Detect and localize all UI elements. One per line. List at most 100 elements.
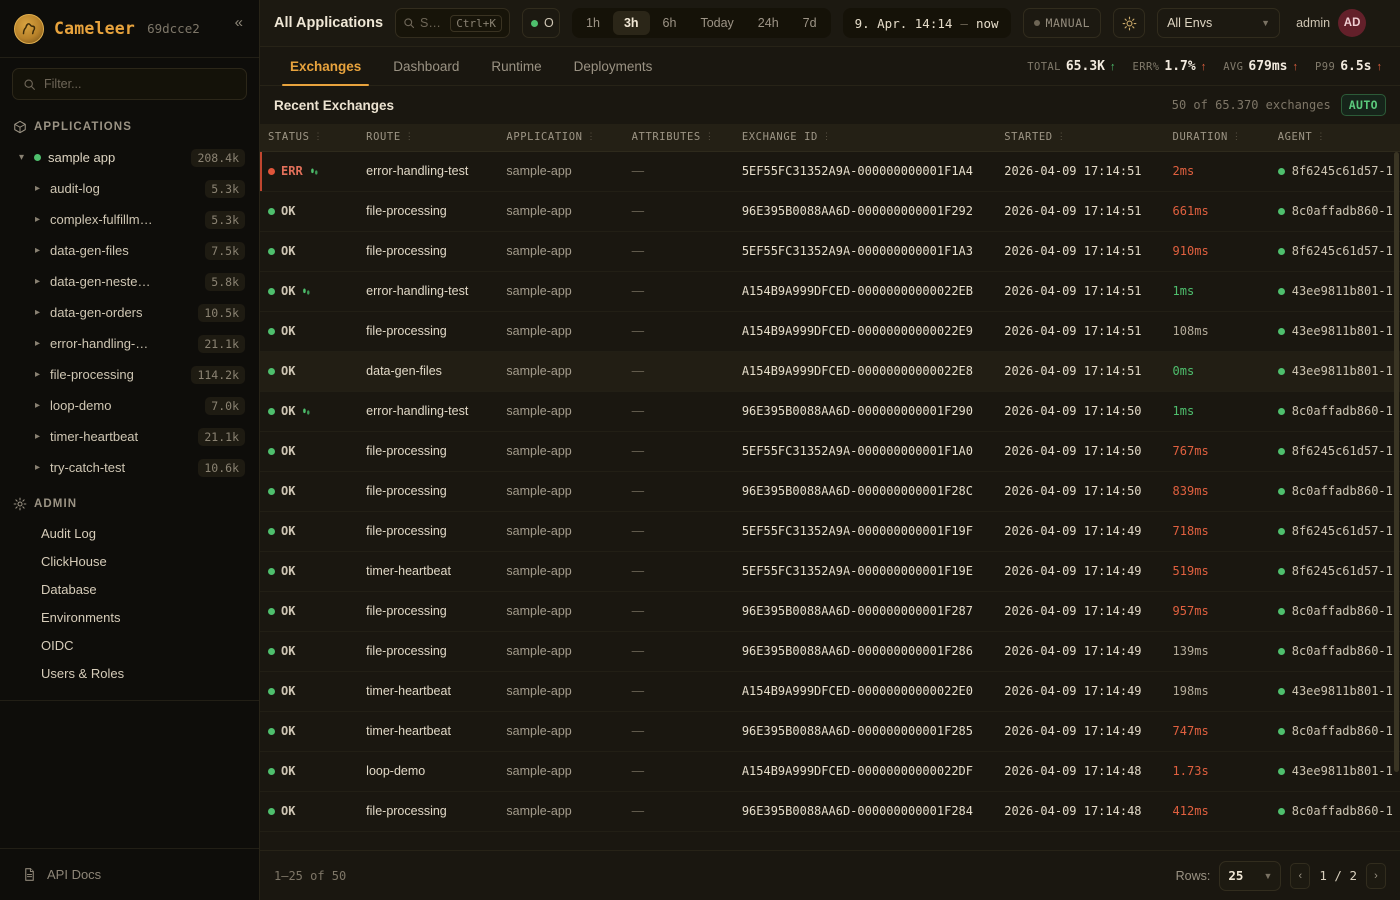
column-header-status[interactable]: STATUS ⋮	[260, 124, 359, 152]
cell-route[interactable]: file-processing	[358, 591, 498, 631]
cell-route[interactable]: loop-demo	[358, 751, 498, 791]
table-row[interactable]: OK loop-demo sample-app — A154B9A999DFCED-00…	[260, 751, 1400, 791]
admin-link-oidc[interactable]: OIDC	[41, 638, 74, 653]
table-row[interactable]: OK file-processing sample-app — 96E395B0088A…	[260, 191, 1400, 231]
vertical-scrollbar[interactable]	[1394, 152, 1399, 772]
cell-exchange-id[interactable]: 96E395B0088AA6D-000000000001F290	[734, 391, 996, 431]
cell-route[interactable]: error-handling-test	[358, 391, 498, 431]
rows-per-page-select[interactable]: 25 ▼	[1219, 860, 1282, 891]
theme-toggle-button[interactable]	[1113, 8, 1146, 38]
table-row[interactable]: OK file-processing sample-app — 5EF55FC31352…	[260, 231, 1400, 271]
table-row[interactable]: OK file-processing sample-app — 96E395B0088A…	[260, 631, 1400, 671]
cell-route[interactable]: data-gen-files	[358, 351, 498, 391]
table-row[interactable]: OK timer-heartbeat sample-app — 5EF55FC31352…	[260, 551, 1400, 591]
cell-route[interactable]: file-processing	[358, 191, 498, 231]
admin-link-users-roles[interactable]: Users & Roles	[41, 666, 125, 681]
table-row[interactable]: OK data-gen-files sample-app — A154B9A999DFC…	[260, 351, 1400, 391]
cell-route[interactable]: file-processing	[358, 311, 498, 351]
trace-footprints-icon[interactable]	[301, 286, 312, 297]
cell-exchange-id[interactable]: 5EF55FC31352A9A-000000000001F19F	[734, 511, 996, 551]
cell-exchange-id[interactable]: 96E395B0088AA6D-000000000001F286	[734, 631, 996, 671]
refresh-mode-button[interactable]: MANUAL	[1022, 8, 1102, 38]
table-row[interactable]: OK file-processing sample-app — 96E395B0088A…	[260, 591, 1400, 631]
column-header-application[interactable]: APPLICATION ⋮	[498, 124, 624, 152]
admin-link-audit-log[interactable]: Audit Log	[41, 526, 96, 541]
table-row[interactable]: OK file-processing sample-app — 5EF55FC31352…	[260, 431, 1400, 471]
cell-route[interactable]: file-processing	[358, 511, 498, 551]
cell-route[interactable]: error-handling-test	[358, 271, 498, 311]
range-button-24h[interactable]: 24h	[757, 16, 779, 30]
admin-link-database[interactable]: Database	[41, 582, 97, 597]
table-row[interactable]: OK file-processing sample-app — A154B9A999DF…	[260, 311, 1400, 351]
sidebar-route-item[interactable]: ▸ timer-heartbeat 21.1k	[8, 421, 251, 452]
cell-exchange-id[interactable]: 5EF55FC31352A9A-000000000001F1A0	[734, 431, 996, 471]
trace-footprints-icon[interactable]	[309, 166, 320, 177]
tab-runtime[interactable]: Runtime	[491, 58, 542, 74]
table-row[interactable]: OK file-processing sample-app — 96E395B0088A…	[260, 471, 1400, 511]
cell-route[interactable]: error-handling-test	[358, 151, 498, 191]
cell-exchange-id[interactable]: A154B9A999DFCED-00000000000022DF	[734, 751, 996, 791]
avatar[interactable]: AD	[1338, 9, 1367, 37]
cell-exchange-id[interactable]: 96E395B0088AA6D-000000000001F285	[734, 711, 996, 751]
cell-exchange-id[interactable]: 5EF55FC31352A9A-000000000001F1A3	[734, 231, 996, 271]
range-button-6h[interactable]: 6h	[662, 16, 677, 30]
cell-exchange-id[interactable]: 5EF55FC31352A9A-000000000001F19E	[734, 551, 996, 591]
sidebar-route-item[interactable]: ▸ error-handling-… 21.1k	[8, 328, 251, 359]
filter-input[interactable]	[44, 77, 236, 91]
cell-exchange-id[interactable]: A154B9A999DFCED-00000000000022E8	[734, 351, 996, 391]
tab-exchanges[interactable]: Exchanges	[274, 47, 377, 86]
cell-route[interactable]: timer-heartbeat	[358, 671, 498, 711]
column-header-duration[interactable]: DURATION ⋮	[1164, 124, 1270, 152]
next-page-button[interactable]: ›	[1366, 862, 1386, 889]
table-row[interactable]: OK file-processing sample-app — 5EF55FC31352…	[260, 511, 1400, 551]
sidebar-route-item[interactable]: ▸ complex-fulfillm… 5.3k	[8, 204, 251, 235]
sidebar-footer[interactable]: API Docs	[0, 848, 259, 900]
connection-status-pill[interactable]: O	[522, 8, 561, 38]
table-row[interactable]: OK timer-heartbeat sample-app — A154B9A999DF…	[260, 671, 1400, 711]
column-header-started[interactable]: STARTED ⋮	[996, 124, 1165, 152]
column-header-route[interactable]: ROUTE ⋮	[358, 124, 499, 152]
sidebar-route-item[interactable]: ▸ data-gen-neste… 5.8k	[8, 266, 251, 297]
range-button-1h[interactable]: 1h	[586, 16, 600, 30]
cell-exchange-id[interactable]: 96E395B0088AA6D-000000000001F284	[734, 791, 996, 831]
cell-exchange-id[interactable]: A154B9A999DFCED-00000000000022EB	[734, 271, 996, 311]
auto-refresh-badge[interactable]: AUTO	[1340, 94, 1386, 116]
cell-route[interactable]: file-processing	[358, 231, 498, 271]
chevrons-left-icon[interactable]: «	[234, 14, 243, 31]
admin-link-environments[interactable]: Environments	[41, 610, 121, 625]
absolute-time-range[interactable]: 9. Apr. 14:14 – now	[842, 8, 1011, 38]
cell-route[interactable]: timer-heartbeat	[358, 711, 498, 751]
table-row[interactable]: OK timer-heartbeat sample-app — 96E395B0088A…	[260, 711, 1400, 751]
table-row[interactable]: OK error-handling-test sample-app — 96E395B0…	[260, 391, 1400, 431]
cell-exchange-id[interactable]: 96E395B0088AA6D-000000000001F292	[734, 191, 996, 231]
table-row[interactable]: OK error-handling-test sample-app — A154B9A9…	[260, 271, 1400, 311]
user-menu[interactable]: admin AD	[1296, 9, 1367, 37]
cell-exchange-id[interactable]: 5EF55FC31352A9A-000000000001F1A4	[734, 151, 996, 191]
range-button-today[interactable]: Today	[700, 16, 734, 30]
trace-footprints-icon[interactable]	[301, 406, 312, 417]
environment-select[interactable]: All Envs ▼	[1157, 8, 1281, 38]
cell-route[interactable]: file-processing	[358, 431, 498, 471]
range-button-7d[interactable]: 7d	[802, 16, 817, 30]
cell-exchange-id[interactable]: 96E395B0088AA6D-000000000001F28C	[734, 471, 996, 511]
prev-page-button[interactable]: ‹	[1290, 862, 1311, 889]
filter-input-wrapper[interactable]	[12, 68, 247, 100]
cell-route[interactable]: file-processing	[358, 791, 498, 831]
global-search-input[interactable]: S… Ctrl+K	[395, 8, 511, 38]
sidebar-app-root[interactable]: ▾ sample app 208.4k	[8, 142, 251, 173]
sidebar-route-item[interactable]: ▸ data-gen-files 7.5k	[8, 235, 251, 266]
table-row[interactable]: OK file-processing sample-app — 96E395B0088A…	[260, 791, 1400, 831]
column-header-attributes[interactable]: ATTRIBUTES ⋮	[623, 124, 734, 152]
column-header-exchange-id[interactable]: EXCHANGE ID ⋮	[733, 124, 997, 152]
cell-route[interactable]: file-processing	[358, 631, 498, 671]
table-row[interactable]: ERR error-handling-test sample-app — 5EF55FC…	[260, 151, 1400, 191]
cell-route[interactable]: timer-heartbeat	[358, 551, 498, 591]
tab-dashboard[interactable]: Dashboard	[393, 58, 460, 74]
sidebar-route-item[interactable]: ▸ audit-log 5.3k	[8, 173, 251, 204]
admin-link-clickhouse[interactable]: ClickHouse	[41, 554, 107, 569]
cell-exchange-id[interactable]: A154B9A999DFCED-00000000000022E0	[734, 671, 996, 711]
sidebar-route-item[interactable]: ▸ loop-demo 7.0k	[8, 390, 251, 421]
sidebar-route-item[interactable]: ▸ data-gen-orders 10.5k	[8, 297, 251, 328]
cell-route[interactable]: file-processing	[358, 471, 498, 511]
column-header-agent[interactable]: AGENT ⋮	[1269, 124, 1400, 152]
